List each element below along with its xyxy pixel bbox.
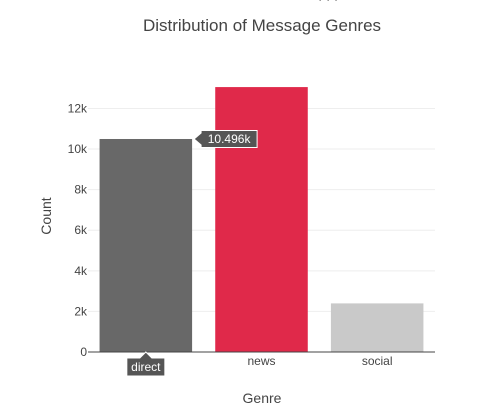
- bar-news[interactable]: [215, 87, 308, 352]
- x-axis-title: Genre: [243, 390, 282, 406]
- x-tick-labels: news social: [247, 354, 392, 368]
- y-tick-label: 2k: [74, 304, 88, 318]
- y-tick-label: 8k: [74, 183, 88, 197]
- bars: [99, 87, 424, 352]
- bar-direct[interactable]: [99, 138, 193, 352]
- hover-value-text: 10.496k: [208, 132, 252, 146]
- y-tick-label: 6k: [74, 223, 88, 237]
- y-tick-label: 4k: [74, 264, 88, 278]
- chart-title: Distribution of Message Genres: [143, 16, 381, 35]
- bar-social[interactable]: [330, 303, 424, 352]
- x-tick-label: news: [247, 354, 275, 368]
- hover-labels: 10.496k direct: [126, 129, 258, 377]
- y-tick-label: 10k: [68, 142, 88, 156]
- hover-value-label: 10.496k: [193, 129, 258, 148]
- y-axis-title: Count: [38, 197, 54, 234]
- x-tick-label: social: [362, 354, 393, 368]
- hover-category-label: direct: [126, 351, 166, 377]
- y-tick-label: 12k: [68, 101, 88, 115]
- hover-category-text: direct: [131, 360, 161, 374]
- y-tick-label: 0: [80, 345, 87, 359]
- hover-value-box: [193, 129, 258, 148]
- toolbar-glyphs: · · ·: [318, 0, 338, 7]
- hover-category-box: [126, 351, 166, 377]
- y-tick-labels: 0 2k 4k 6k 8k 10k 12k: [68, 101, 88, 359]
